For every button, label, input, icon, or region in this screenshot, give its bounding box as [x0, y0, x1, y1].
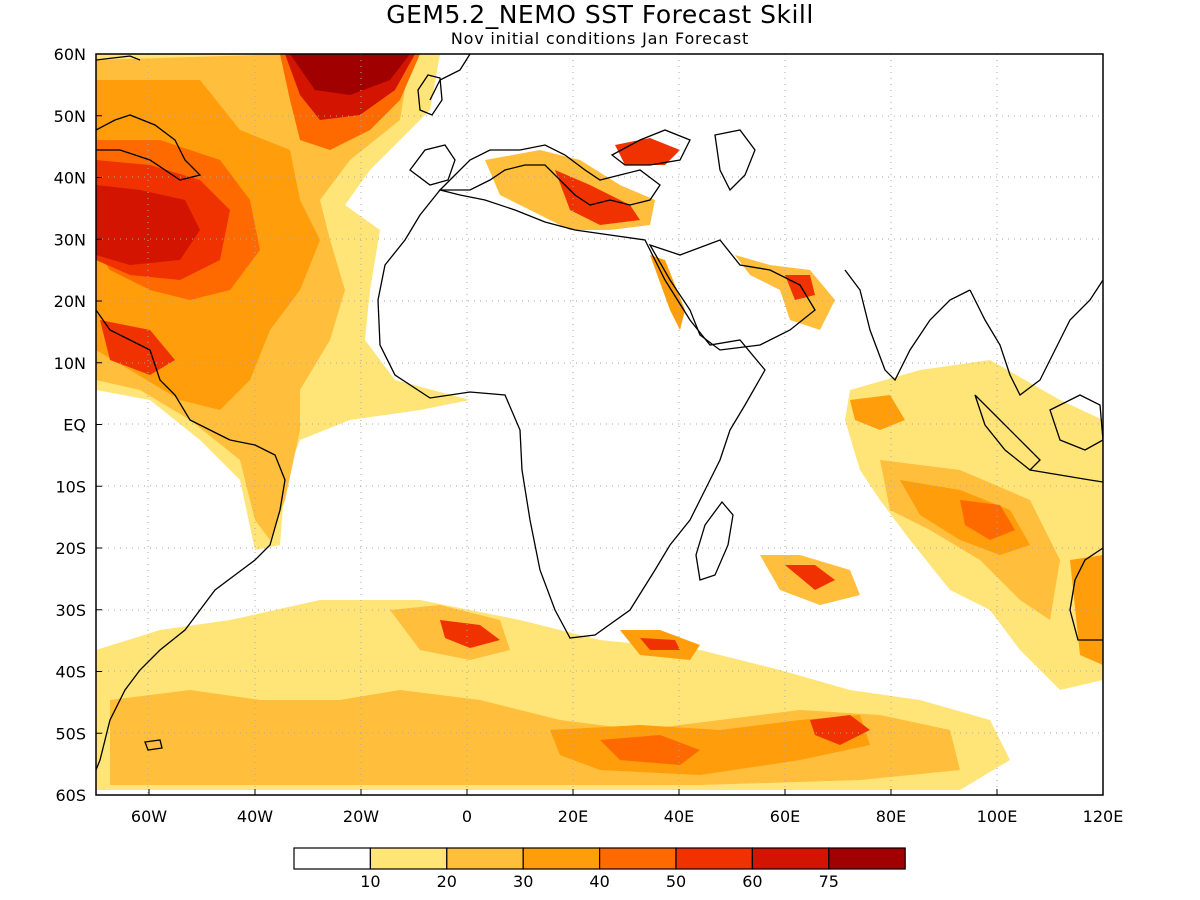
lat-label: EQ: [63, 416, 86, 435]
colorbar-swatch: [369, 847, 448, 870]
colorbar-label: 60: [742, 872, 762, 891]
lon-label: 60E: [770, 807, 800, 826]
lon-label: 80E: [876, 807, 906, 826]
lon-label: 20W: [343, 807, 379, 826]
plot-title: GEM5.2_NEMO SST Forecast Skill: [386, 0, 814, 29]
field-iceland-peak: [290, 54, 410, 95]
coast-caspian: [714, 129, 756, 192]
coast-borneo: [1049, 394, 1103, 451]
lon-label: 60W: [131, 807, 167, 826]
coast-north-america: [96, 114, 202, 181]
colorbar-swatch: [293, 847, 372, 870]
field-arabian-gulf: [735, 255, 835, 330]
coast-africa: [377, 189, 766, 639]
field-southern-ocean-core: [600, 735, 700, 765]
colorbar-swatch: [675, 847, 754, 870]
coast-falklands: [144, 739, 163, 751]
lat-label: 40S: [55, 663, 86, 682]
lat-label: 20S: [55, 539, 86, 558]
coast-sumatra: [974, 394, 1041, 471]
colorbar-label: 75: [819, 872, 839, 891]
lon-label: 100E: [977, 807, 1018, 826]
colorbar-label: 40: [589, 872, 609, 891]
lat-label: 50S: [55, 724, 86, 743]
lat-label: 50N: [54, 107, 86, 126]
colorbar-swatch: [828, 847, 906, 870]
field-black-sea: [615, 138, 680, 165]
coast-arabia: [648, 239, 816, 351]
field-mediterranean-core: [555, 170, 640, 225]
coast-madagascar: [695, 500, 734, 581]
coast-scandinavia: [429, 54, 471, 101]
lat-label: 20N: [54, 292, 86, 311]
field-red-sea: [650, 255, 685, 330]
colorbar-swatch: [598, 847, 677, 870]
lon-label: 120E: [1083, 807, 1124, 826]
colorbar-swatch: [446, 847, 524, 870]
lon-label: 20E: [558, 807, 588, 826]
lon-labels: 60W 40W 20W 0 20E 40E 60E 80E 100E 120E: [131, 807, 1123, 826]
field-agulhas-core: [640, 638, 680, 650]
coast-se-asia: [969, 279, 1103, 396]
coast-south-america: [96, 439, 286, 771]
field-madagascar-core: [785, 565, 835, 590]
coast-britain: [417, 74, 443, 116]
coast-australia: [1069, 547, 1103, 641]
colorbar-label: 20: [437, 872, 457, 891]
lat-label: 10N: [54, 354, 86, 373]
field-south-atlantic-core: [440, 620, 500, 648]
coast-java: [1029, 469, 1103, 483]
field-southern-ocean-peak: [810, 715, 870, 745]
colorbar: 10 20 30 40 50 60 75: [293, 847, 906, 891]
coastlines: [96, 54, 1103, 771]
lon-label: 0: [462, 807, 472, 826]
lon-label: 40W: [237, 807, 273, 826]
coast-europe: [438, 144, 661, 206]
plot-subtitle: Nov initial conditions Jan Forecast: [450, 29, 750, 48]
coast-iberia: [409, 144, 456, 186]
coast-black-sea: [610, 129, 691, 166]
lat-labels: 60N 50N 40N 30N 20N 10N EQ 10S 20S 30S 40S 50S 60S: [54, 45, 86, 805]
lat-label: 30S: [55, 601, 86, 620]
colorbar-label: 10: [360, 872, 380, 891]
lon-label: 40E: [664, 807, 694, 826]
colorbar-swatch: [522, 847, 601, 870]
skill-field: [96, 54, 1103, 790]
lat-label: 60N: [54, 45, 86, 64]
coast-central-america: [96, 309, 231, 441]
colorbar-label: 50: [666, 872, 686, 891]
colorbar-label: 30: [513, 872, 533, 891]
lat-label: 10S: [55, 477, 86, 496]
field-sri-lanka: [850, 395, 905, 430]
field-indian-east-core: [960, 500, 1015, 540]
lat-label: 30N: [54, 230, 86, 249]
coast-india: [844, 269, 971, 382]
lat-label: 40N: [54, 169, 86, 188]
field-north-atlantic-peak: [96, 185, 200, 265]
axis-ticks: [96, 53, 1104, 796]
coast-greenland: [96, 55, 141, 61]
lat-label: 60S: [55, 786, 86, 805]
colorbar-swatch: [751, 847, 830, 870]
